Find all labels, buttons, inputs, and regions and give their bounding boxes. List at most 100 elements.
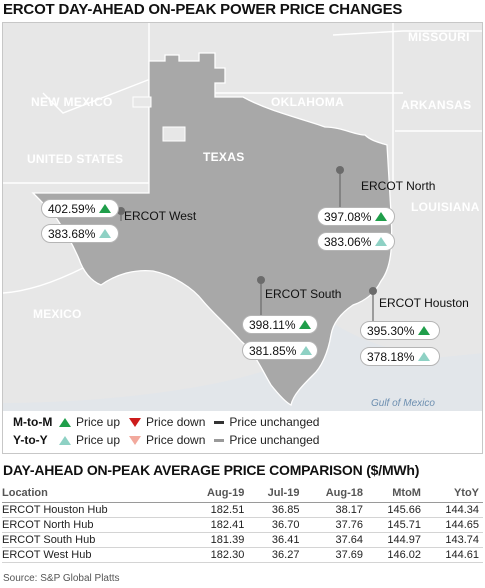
hub-dot-west [117, 207, 125, 215]
price-up-icon [418, 326, 431, 335]
label-mexico: MEXICO [33, 307, 82, 321]
cell-jul-19: 36.85 [248, 502, 304, 518]
legend-row-mtom: M-to-M Price up Price down Price unchang… [13, 415, 328, 429]
legend-price-up: Price up [76, 415, 121, 429]
south-ytoy-badge: 381.85% [242, 341, 318, 360]
cell-location: ERCOT Houston Hub [2, 502, 185, 518]
cell-aug-19: 182.30 [184, 547, 249, 563]
south-mtom-badge: 398.11% [242, 315, 318, 334]
price-up-icon [375, 212, 388, 221]
price-down-light-icon [129, 435, 142, 445]
cell-mtom: 144.97 [367, 532, 425, 548]
price-up-icon [59, 417, 71, 427]
cell-ytoy: 144.61 [424, 547, 483, 563]
south-mtom-value: 398.11% [249, 317, 296, 332]
map-title: ERCOT DAY-AHEAD ON-PEAK POWER PRICE CHAN… [3, 1, 403, 18]
col-mtom: MtoM [367, 485, 425, 503]
hub-dot-houston [369, 287, 377, 295]
col-jul-19: Jul-19 [248, 485, 304, 503]
west-mtom-badge: 402.59% [41, 199, 119, 218]
legend-key-ytoy: Y-to-Y [13, 433, 48, 447]
label-oklahoma: OKLAHOMA [271, 95, 345, 109]
map-legend: M-to-M Price up Price down Price unchang… [3, 411, 482, 453]
col-aug-18: Aug-18 [303, 485, 367, 503]
cell-location: ERCOT North Hub [2, 517, 185, 533]
cell-aug-18: 38.17 [303, 502, 367, 518]
label-missouri: MISSOURI [408, 30, 470, 44]
price-comparison-table: Location Aug-19 Jul-19 Aug-18 MtoM YtoY … [2, 485, 483, 563]
cell-aug-18: 37.69 [303, 547, 367, 563]
cell-mtom: 146.02 [367, 547, 425, 563]
price-up-icon [99, 204, 112, 213]
cell-ytoy: 143.74 [424, 532, 483, 548]
houston-mtom-badge: 395.30% [360, 321, 440, 340]
hub-label-south: ERCOT South [265, 287, 342, 301]
source-note: Source: S&P Global Platts [3, 573, 120, 584]
west-ytoy-value: 383.68% [48, 226, 96, 241]
hub-dot-north [336, 166, 344, 174]
label-texas: TEXAS [203, 150, 245, 164]
cell-jul-19: 36.41 [248, 532, 304, 548]
cell-jul-19: 36.27 [248, 547, 304, 563]
price-up-light-icon [300, 346, 313, 355]
hub-label-houston: ERCOT Houston [379, 296, 469, 310]
hub-label-west: ERCOT West [124, 209, 197, 223]
cell-aug-18: 37.64 [303, 532, 367, 548]
cell-mtom: 145.66 [367, 502, 425, 518]
table-row: ERCOT South Hub 181.39 36.41 37.64 144.9… [2, 532, 483, 548]
houston-ytoy-value: 378.18% [367, 349, 415, 364]
north-ytoy-badge: 383.06% [317, 232, 395, 251]
col-ytoy: YtoY [424, 485, 483, 503]
west-mtom-value: 402.59% [48, 201, 96, 216]
legend-price-up-light: Price up [76, 433, 121, 447]
col-location: Location [2, 485, 185, 503]
price-down-icon [129, 417, 142, 427]
cell-jul-19: 36.70 [248, 517, 304, 533]
cell-location: ERCOT South Hub [2, 532, 185, 548]
cell-aug-19: 182.41 [184, 517, 249, 533]
legend-item-down: Price down [129, 415, 205, 429]
hub-label-north: ERCOT North [361, 179, 436, 193]
table-title: DAY-AHEAD ON-PEAK AVERAGE PRICE COMPARIS… [3, 462, 420, 478]
legend-price-down-light: Price down [146, 433, 206, 447]
label-arkansas: ARKANSAS [401, 98, 472, 112]
cell-aug-19: 181.39 [184, 532, 249, 548]
cell-ytoy: 144.34 [424, 502, 483, 518]
legend-price-down: Price down [146, 415, 206, 429]
north-mtom-badge: 397.08% [317, 207, 395, 226]
price-up-light-icon [375, 237, 388, 246]
hub-dot-south [257, 276, 265, 284]
legend-item-unchanged: Price unchanged [214, 415, 319, 429]
cell-ytoy: 144.65 [424, 517, 483, 533]
label-new-mexico: NEW MEXICO [31, 95, 113, 109]
ercot-map: MISSOURI NEW MEXICO OKLAHOMA ARKANSAS UN… [2, 22, 483, 454]
cell-aug-18: 37.76 [303, 517, 367, 533]
legend-item-down-light: Price down [129, 433, 205, 447]
houston-mtom-value: 395.30% [367, 323, 415, 338]
price-up-light-icon [418, 352, 431, 361]
price-unchanged-icon [214, 420, 225, 424]
price-up-light-icon [59, 435, 71, 445]
north-ytoy-value: 383.06% [324, 234, 372, 249]
south-ytoy-value: 381.85% [249, 343, 297, 358]
label-louisiana: LOUISIANA [411, 200, 480, 214]
cell-mtom: 145.71 [367, 517, 425, 533]
label-united-states: UNITED STATES [27, 152, 124, 166]
legend-price-unchanged: Price unchanged [229, 415, 320, 429]
table-row: ERCOT West Hub 182.30 36.27 37.69 146.02… [2, 547, 483, 563]
table-header-row: Location Aug-19 Jul-19 Aug-18 MtoM YtoY [2, 485, 483, 503]
label-gulf-of-mexico: Gulf of Mexico [371, 398, 435, 409]
legend-price-unchanged-light: Price unchanged [229, 433, 320, 447]
north-mtom-value: 397.08% [324, 209, 372, 224]
price-unchanged-light-icon [214, 438, 225, 442]
legend-item-unchanged-light: Price unchanged [214, 433, 319, 447]
legend-row-ytoy: Y-to-Y Price up Price down Price unchang… [13, 433, 328, 447]
legend-item-up: Price up [59, 415, 120, 429]
legend-item-up-light: Price up [59, 433, 120, 447]
table-row: ERCOT North Hub 182.41 36.70 37.76 145.7… [2, 517, 483, 533]
cell-location: ERCOT West Hub [2, 547, 185, 563]
col-aug-19: Aug-19 [184, 485, 249, 503]
houston-ytoy-badge: 378.18% [360, 347, 440, 366]
table-row: ERCOT Houston Hub 182.51 36.85 38.17 145… [2, 502, 483, 518]
west-ytoy-badge: 383.68% [41, 224, 119, 243]
